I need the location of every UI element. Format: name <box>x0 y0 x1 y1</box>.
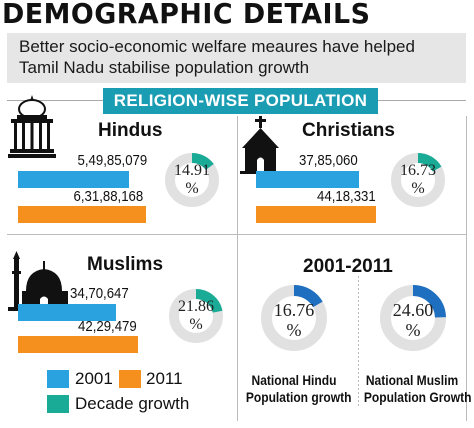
ring-arc <box>417 153 442 172</box>
right-border <box>466 116 467 421</box>
growth-pct-muslims: 21.86 % <box>168 298 224 334</box>
national-pct-hindu: 16.76 % <box>260 300 328 340</box>
bar-christians-2001 <box>256 171 359 188</box>
ring-arc <box>191 153 214 171</box>
left-divider <box>7 234 237 235</box>
national-value: 24.60 <box>392 300 434 320</box>
ring-arc <box>412 285 446 318</box>
growth-value: 14.91 <box>174 162 210 179</box>
label-hindus-2011: 6,31,88,168 <box>73 188 143 205</box>
national-ring-muslim <box>380 285 446 351</box>
muslims-title: Muslims <box>87 254 164 275</box>
right-divider <box>238 234 466 235</box>
bar-christians-2011 <box>256 206 376 223</box>
growth-value: 16.73 <box>400 162 436 179</box>
temple-icon <box>8 95 56 158</box>
chart-banner: RELIGION-WISE POPULATION <box>103 88 378 114</box>
ring-arc <box>195 289 223 314</box>
legend-label-growth: Decade growth <box>75 394 190 413</box>
label-christians-2011: 44,18,331 <box>317 188 376 205</box>
hindus-title: Hindus <box>98 120 163 141</box>
bar-hindus-2001 <box>18 171 129 188</box>
national-ring-hindu <box>261 285 327 351</box>
national-unit: % <box>405 320 421 340</box>
growth-unit: % <box>189 316 203 333</box>
subtitle-box: Better socio-economic welfare meaures ha… <box>7 33 466 83</box>
growth-pct-hindus: 14.91 % <box>164 162 220 198</box>
label-hindus-2001: 5,49,85,079 <box>77 152 147 169</box>
legend-swatch-growth <box>47 395 69 413</box>
national-pct-muslim: 24.60 % <box>379 300 447 340</box>
center-divider <box>237 116 238 421</box>
national-unit: % <box>286 320 302 340</box>
bar-muslims-2001 <box>18 304 116 321</box>
national-muslim-label: National Muslim Population Growth <box>363 372 472 406</box>
subtitle-line-1: Better socio-economic welfare meaures ha… <box>19 37 415 56</box>
growth-value: 21.86 <box>178 298 214 315</box>
national-hindu-label-line1: National Hindu <box>251 372 337 388</box>
bar-hindus-2011 <box>18 206 146 223</box>
growth-unit: % <box>185 180 199 197</box>
national-muslim-label-line1: National Muslim <box>365 372 459 388</box>
growth-ring-hindus <box>165 153 219 207</box>
growth-unit: % <box>411 180 425 197</box>
bar-muslims-2011 <box>18 336 138 353</box>
church-icon <box>240 116 282 174</box>
national-divider <box>358 276 359 406</box>
growth-ring-christians <box>391 153 445 207</box>
legend-label-2011: 2011 <box>146 369 183 388</box>
national-hindu-label-line2: Population growth <box>245 389 352 405</box>
page-title: DEMOGRAPHIC DETAILS <box>2 0 371 30</box>
national-value: 16.76 <box>273 300 315 320</box>
growth-ring-muslims <box>169 289 223 343</box>
label-muslims-2001: 34,70,647 <box>70 285 129 302</box>
national-muslim-label-line2: Population Growth <box>363 389 472 405</box>
legend-swatch-2001 <box>47 370 69 388</box>
subtitle-line-2: Tamil Nadu stabilise population growth <box>19 58 310 77</box>
label-christians-2001: 37,85,060 <box>299 152 358 169</box>
legend-label-2001: 2001 <box>75 369 113 388</box>
growth-pct-christians: 16.73 % <box>390 162 446 198</box>
ring-arc <box>293 285 323 308</box>
national-heading: 2001-2011 <box>303 256 393 277</box>
national-hindu-label: National Hindu Population growth <box>245 372 352 406</box>
legend-swatch-2011 <box>119 370 141 388</box>
label-muslims-2011: 42,29,479 <box>78 318 137 335</box>
christians-title: Christians <box>302 120 395 141</box>
